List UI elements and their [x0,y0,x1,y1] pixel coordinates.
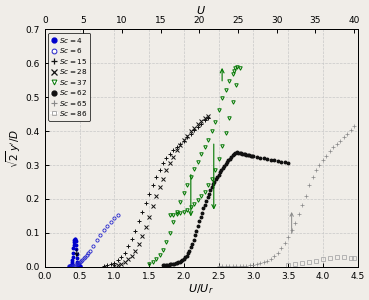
X-axis label: $U$: $U$ [196,4,206,16]
X-axis label: $U/U_r$: $U/U_r$ [189,282,214,296]
Legend: $Sc = 4$, $Sc = 6$, $Sc = 15$, $Sc = 28$, $Sc = 37$, $Sc = 62$, $Sc = 65$, $Sc =: $Sc = 4$, $Sc = 6$, $Sc = 15$, $Sc = 28$… [48,33,90,121]
Y-axis label: $\sqrt{2}\,y^{\prime}/D$: $\sqrt{2}\,y^{\prime}/D$ [4,128,23,168]
